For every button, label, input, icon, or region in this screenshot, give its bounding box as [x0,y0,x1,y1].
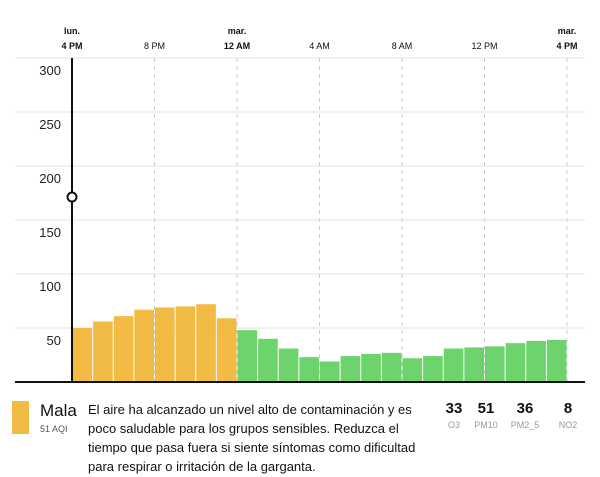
y-tick-label: 300 [39,63,61,78]
bar [464,347,484,382]
time-label: 4 PM [556,41,577,51]
bar [546,339,567,382]
time-label: 8 AM [392,41,413,51]
time-label: 12 PM [471,41,497,51]
bar [72,328,93,382]
bar [258,338,278,382]
y-tick-label: 200 [39,171,61,186]
time-label: 12 AM [224,41,250,51]
bar [505,343,526,382]
bar [361,353,381,382]
pollutant-value: 8 [563,400,573,417]
bar [237,330,258,382]
day-label: mar. [558,26,577,36]
bar [320,361,340,382]
bar [485,346,505,382]
pollutant-value: 36 [516,400,534,417]
bar [134,309,154,382]
pollutant-name: PM10 [474,420,498,430]
description: El aire ha alcanzado un nivel alto de co… [88,402,416,474]
y-tick-label: 100 [39,279,61,294]
pollutant: 36 PM2_5 [503,400,547,430]
pollutant: 8 NO2 [546,400,590,430]
status-swatch [12,401,29,434]
time-label: 4 PM [61,41,82,51]
bar [299,357,319,382]
bar [196,304,216,382]
aqi: 51 AQI [40,424,68,434]
bar [113,316,134,382]
bar [381,352,402,382]
pollutant-name: O3 [447,420,460,430]
pollutant: 33 O3 [432,400,476,430]
time-label: 4 AM [309,41,330,51]
y-tick-label: 250 [39,117,61,132]
y-tick-label: 50 [47,333,61,348]
bar [340,356,361,382]
pollutant-value: 33 [445,400,463,417]
time-label: 8 PM [144,41,165,51]
pollutant: 51 PM10 [464,400,508,430]
pollutant-value: 51 [477,400,495,417]
day-label: mar. [228,26,247,36]
y-tick-label: 150 [39,225,61,240]
cursor-marker [66,191,78,203]
bar [93,321,113,382]
bar [216,318,237,382]
bar [423,356,443,382]
day-label: lun. [64,26,80,36]
chart: 50 100 150 200 250 300 lun. 4 PM 8 PM mar. 12 AM 4 … [15,26,585,383]
bar [402,358,423,382]
pollutant-name: PM2_5 [510,420,540,430]
status-label: Mala [40,401,77,420]
bar [443,348,464,382]
bar [175,306,196,382]
bar [155,307,175,382]
bar [278,348,299,382]
pollutant-name: NO2 [558,420,578,430]
bar [526,340,546,382]
